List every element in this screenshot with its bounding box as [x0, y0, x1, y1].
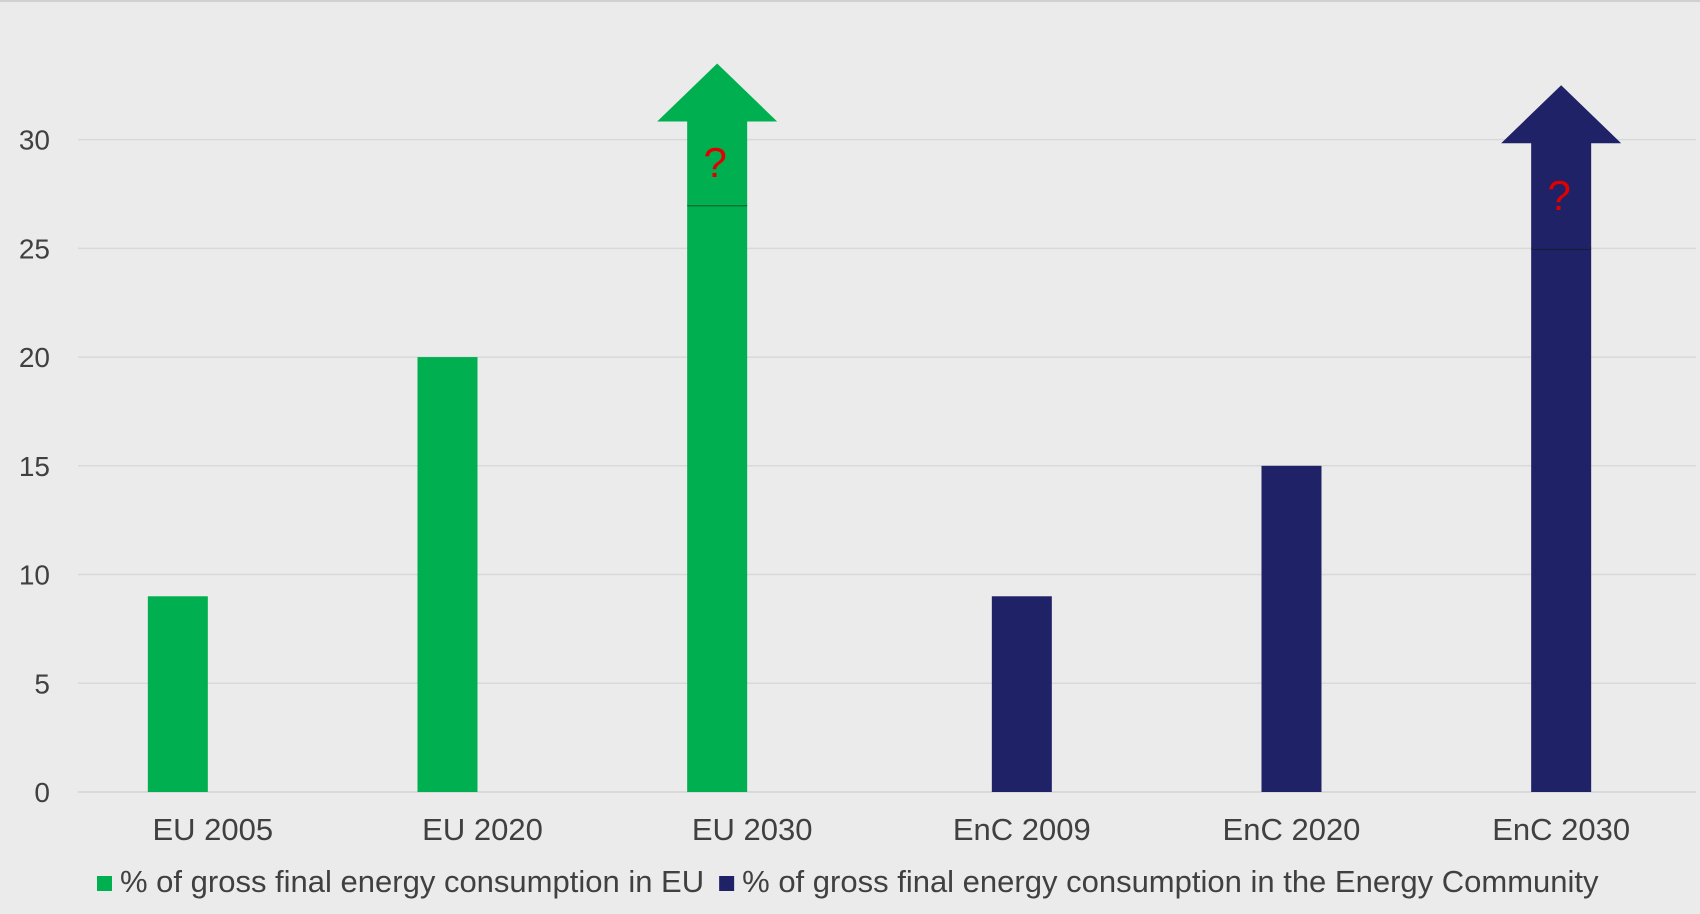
- question-mark-label: ?: [703, 139, 726, 186]
- bar: [991, 596, 1052, 792]
- legend-swatch: [97, 876, 112, 891]
- y-tick-label: 30: [19, 125, 50, 156]
- x-tick-label: EnC 2030: [1492, 812, 1630, 847]
- x-tick-label: EU 2020: [422, 812, 543, 847]
- y-tick-label: 5: [34, 668, 50, 699]
- question-mark-label: ?: [1547, 172, 1570, 219]
- x-tick-label: EnC 2009: [953, 812, 1091, 847]
- bars: ??: [147, 63, 1622, 793]
- x-tick-label: EU 2005: [153, 812, 274, 847]
- gridlines: [78, 138, 1696, 793]
- legend-label: % of gross final energy consumption in E…: [120, 864, 704, 899]
- up-arrow: [1501, 85, 1622, 249]
- x-tick-label: EnC 2020: [1223, 812, 1361, 847]
- y-tick-label: 15: [19, 451, 50, 482]
- x-tick-label: EU 2030: [692, 812, 813, 847]
- y-axis-tick-labels: 0 5 10 15 20 25 30: [19, 125, 50, 808]
- bar: [1261, 465, 1322, 792]
- bar: [147, 596, 208, 792]
- y-tick-label: 10: [19, 560, 50, 591]
- legend-label: % of gross final energy consumption in t…: [742, 864, 1599, 899]
- y-tick-label: 20: [19, 342, 50, 373]
- up-arrow: [657, 63, 778, 205]
- bar: [417, 357, 478, 792]
- bar: [1531, 248, 1592, 793]
- y-tick-label: 25: [19, 233, 50, 264]
- legend: % of gross final energy consumption in E…: [97, 864, 1599, 899]
- x-axis-tick-labels: EU 2005 EU 2020 EU 2030 EnC 2009 EnC 2020 EnC…: [153, 812, 1631, 847]
- y-tick-label: 0: [34, 777, 50, 808]
- legend-swatch: [719, 876, 735, 891]
- bar: [687, 204, 748, 792]
